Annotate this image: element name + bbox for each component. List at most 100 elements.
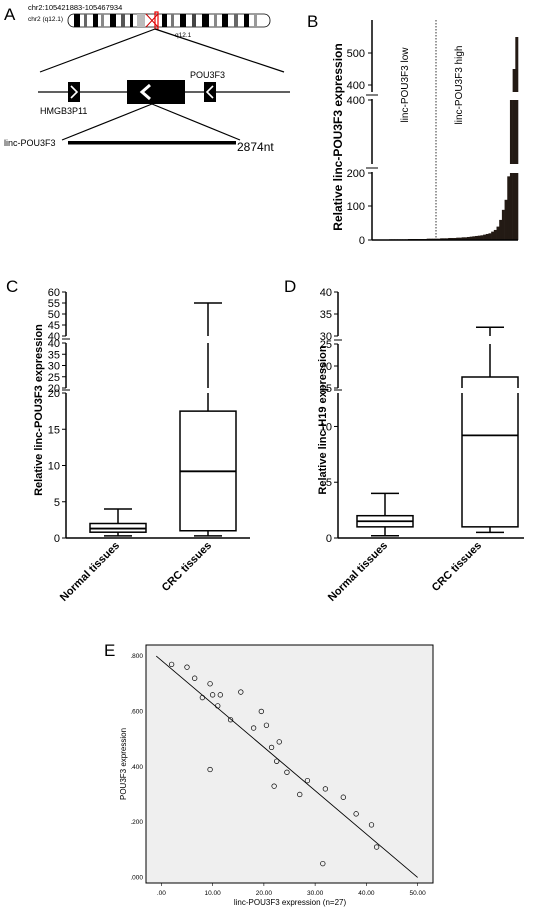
xtick-3: 30.00: [307, 890, 324, 897]
panel-c-letter: C: [6, 277, 18, 296]
xtick-1: 10.00: [204, 890, 221, 897]
bar-30: [453, 237, 457, 240]
c-break-gap-0: [175, 388, 241, 393]
panel-b-ylabel: Relative linc-POU3F3 expression: [331, 43, 345, 230]
b-tick-200: 200: [347, 168, 365, 180]
bar-53-seg1: [515, 100, 519, 164]
bar-40: [480, 235, 484, 240]
panel-e-points: [168, 661, 380, 867]
scatter-point-11: [258, 708, 264, 715]
ytick-label-4: 20: [48, 388, 60, 400]
c-category-normal: Normal tissues: [58, 540, 122, 604]
scatter-point-5: [209, 692, 216, 698]
b-tick-400: 400: [347, 80, 365, 92]
bar-35: [466, 236, 470, 240]
bar-27: [445, 238, 449, 240]
panel-e-letter: E: [104, 641, 115, 660]
bar-26: [442, 238, 446, 240]
panel-d: D Relative linc-H19 expression 0 5 10 15 20 2…: [284, 277, 524, 604]
scatter-point-13: [268, 744, 275, 751]
bar-45: [493, 229, 497, 240]
ytick-label-3: 15: [320, 383, 332, 395]
regression-line: [155, 655, 418, 878]
xtick-0: .00: [157, 890, 166, 897]
panel-e-ylabel: POU3F3 expression: [119, 728, 128, 800]
ytick-label-7: 30: [48, 361, 60, 373]
b-tick-0: 0: [359, 235, 365, 247]
bar-37: [472, 236, 476, 240]
ytick-label-14: 60: [48, 287, 60, 299]
panel-c: C Relative linc-POU3F3 expression 0 5 10 15…: [6, 277, 250, 604]
bar-46: [496, 226, 500, 240]
pou3f3-gene: [204, 82, 216, 102]
gene-left-label: HMGB3P11: [40, 106, 87, 116]
scatter-point-23: [353, 811, 359, 817]
ytick-label-13: 55: [48, 298, 60, 310]
ytick-3: .600: [130, 708, 143, 715]
panel-d-ylabel: Relative linc-H19 expression: [317, 345, 329, 494]
bar-50: [507, 176, 511, 240]
band-label: q12.1: [175, 32, 192, 39]
panel-e-xlabel: linc-POU3F3 expression (n=27): [234, 898, 347, 907]
bar-51-seg1: [509, 100, 513, 164]
bar-39: [477, 235, 481, 240]
ytick-label-4: 20: [320, 361, 332, 373]
xtick-2: 20.00: [256, 890, 273, 897]
hmgb3p11-gene: [68, 82, 80, 102]
bar-49: [504, 199, 508, 240]
length-label: 2874nt: [237, 140, 274, 154]
scatter-point-4: [207, 681, 213, 687]
panel-b: B Relative linc-POU3F3 expression 0 100 …: [307, 12, 519, 247]
bar-41: [483, 234, 487, 240]
ytick-2: .400: [130, 764, 143, 771]
ytick-label-6: 30: [320, 331, 332, 343]
scatter-point-7: [215, 703, 221, 709]
ytick-label-0: 0: [54, 533, 60, 545]
chromosome-ideogram: [67, 11, 271, 30]
scatter-point-16: [271, 783, 277, 789]
bar-51: [509, 173, 513, 240]
ytick-label-12: 50: [48, 309, 60, 321]
d-break-gap-1: [455, 336, 521, 344]
linc-exon-block: [127, 80, 185, 104]
scatter-point-0: [168, 661, 175, 668]
panel-e: E .00 10.00 20.00 30.00 40.00 50.00 .000 .200 .4…: [104, 641, 434, 907]
scatter-point-12: [263, 722, 270, 728]
coords-label: chr2:105421883-105467934: [28, 3, 122, 12]
group-low-label: linc-POU3F3 low: [400, 47, 411, 123]
ytick-label-5: 20: [48, 383, 60, 395]
panel-d-letter: D: [284, 277, 296, 296]
ytick-label-3: 15: [48, 424, 60, 436]
gene-right-label: POU3F3: [190, 70, 225, 80]
scatter-point-10: [250, 725, 257, 731]
chrom-label: chr2 (q12.1): [28, 16, 63, 23]
bar-47: [499, 219, 503, 240]
bar-25: [440, 238, 444, 240]
scatter-point-22: [340, 794, 346, 800]
ytick-1: .200: [130, 819, 143, 826]
panel-c-ylabel: Relative linc-POU3F3 expression: [33, 324, 45, 496]
ytick-label-1: 5: [326, 477, 332, 489]
d-category-normal: Normal tissues: [326, 540, 390, 604]
scatter-point-19: [297, 791, 303, 798]
bar-43: [488, 233, 492, 240]
ytick-label-2: 10: [320, 421, 332, 433]
bar-32: [458, 237, 462, 240]
ytick-label-10: 40: [48, 331, 60, 343]
b-tick-500: 500: [347, 48, 365, 60]
ytick-label-8: 40: [320, 287, 332, 299]
bar-48: [501, 209, 505, 240]
bar-52: [512, 173, 516, 240]
b-tick-400-mid: 400: [347, 95, 365, 107]
ytick-label-11: 45: [48, 320, 60, 332]
scatter-point-18: [207, 766, 213, 773]
ytick-label-9: 40: [48, 338, 60, 350]
scatter-point-1: [184, 664, 190, 670]
ytick-0: .000: [130, 874, 143, 881]
ytick-label-8: 35: [48, 349, 60, 361]
group-high-label: linc-POU3F3 high: [454, 46, 465, 125]
ytick-label-1: 5: [54, 497, 60, 509]
scatter-point-25: [373, 844, 380, 850]
